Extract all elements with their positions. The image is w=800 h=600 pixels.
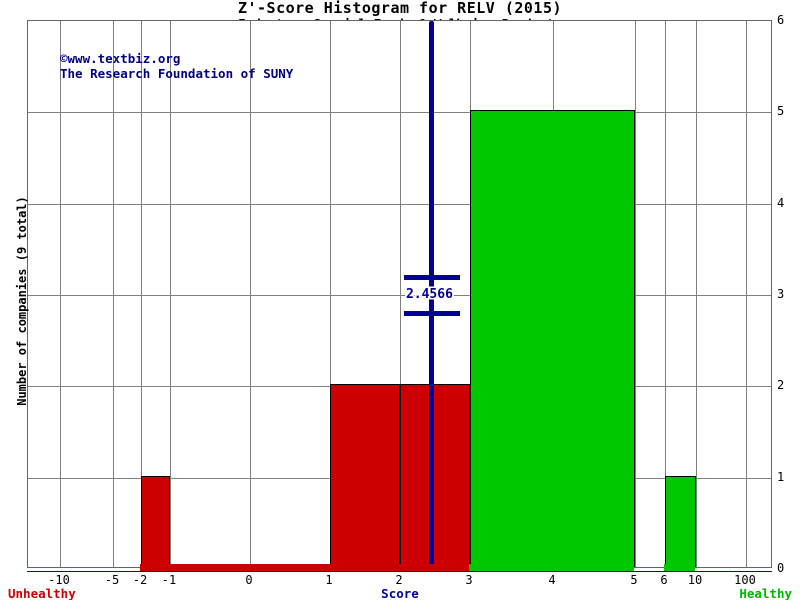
gridline-vertical — [746, 21, 747, 567]
axis-strip-segment — [469, 564, 634, 571]
y-tick-label: 3 — [777, 287, 785, 301]
gridline-vertical — [330, 21, 331, 567]
y-tick-label: 5 — [777, 104, 785, 119]
healthy-label: Healthy — [739, 586, 792, 600]
histogram-bar — [400, 384, 470, 567]
gridline-vertical — [250, 21, 251, 567]
x-tick-label: 4 — [548, 573, 556, 587]
score-marker-label: 2.4566 — [405, 287, 453, 302]
axis-baseline — [27, 571, 772, 572]
gridline-vertical — [170, 21, 171, 567]
y-tick-label: 4 — [777, 195, 785, 210]
chart-title: Z'-Score Histogram for RELV (2015) — [237, 0, 563, 17]
gridline-vertical — [113, 21, 114, 567]
watermark-line-1: ©www.textbiz.org — [60, 51, 181, 66]
axis-strip-segment — [664, 564, 695, 571]
x-tick-label: 0 — [245, 573, 253, 587]
x-tick-label: -5 — [104, 573, 120, 587]
x-tick-label: 10 — [687, 573, 703, 587]
watermark-line-2: The Research Foundation of SUNY — [60, 66, 294, 81]
x-tick-label: 5 — [630, 573, 638, 587]
watermark: ©www.textbiz.org The Research Foundation… — [60, 51, 293, 81]
x-tick-label: -1 — [161, 573, 177, 587]
y-tick-label: 2 — [777, 378, 785, 393]
x-tick-label: 6 — [660, 573, 668, 587]
x-tick-label: -2 — [132, 573, 148, 587]
y-tick-label: 1 — [777, 469, 785, 484]
histogram-bar — [470, 110, 635, 567]
gridline-vertical — [60, 21, 61, 567]
histogram-bar — [330, 384, 400, 567]
x-tick-label: -10 — [48, 573, 70, 587]
gridline-vertical — [635, 21, 636, 567]
x-tick-label: 1 — [325, 573, 333, 587]
unhealthy-label: Unhealthy — [8, 586, 76, 600]
x-axis-title: Score — [381, 586, 419, 600]
plot-area: 2.4566 ©www.textbiz.org The Research Fou… — [27, 20, 772, 569]
y-axis-title: Number of companies (9 total) — [15, 196, 29, 406]
gridline-horizontal — [28, 203, 771, 205]
score-marker-cap-bottom — [403, 310, 460, 316]
health-axis-strip — [27, 564, 772, 571]
gridline-vertical — [665, 21, 666, 567]
x-tick-label: 100 — [734, 573, 756, 587]
histogram-bar — [665, 475, 696, 567]
histogram-bar — [141, 475, 170, 567]
axis-strip-segment — [140, 564, 469, 571]
gridline-vertical — [400, 21, 401, 567]
gridline-vertical — [141, 21, 142, 567]
gridline-horizontal — [28, 112, 771, 114]
gridline-vertical — [696, 21, 697, 567]
gridline-horizontal — [28, 295, 771, 296]
y-tick-label: 0 — [777, 561, 785, 575]
score-marker-cap-top — [403, 274, 460, 280]
x-tick-label: 2 — [395, 573, 403, 587]
y-tick-label: 6 — [777, 13, 785, 27]
x-tick-label: 3 — [465, 573, 473, 587]
score-marker-line — [429, 21, 435, 569]
